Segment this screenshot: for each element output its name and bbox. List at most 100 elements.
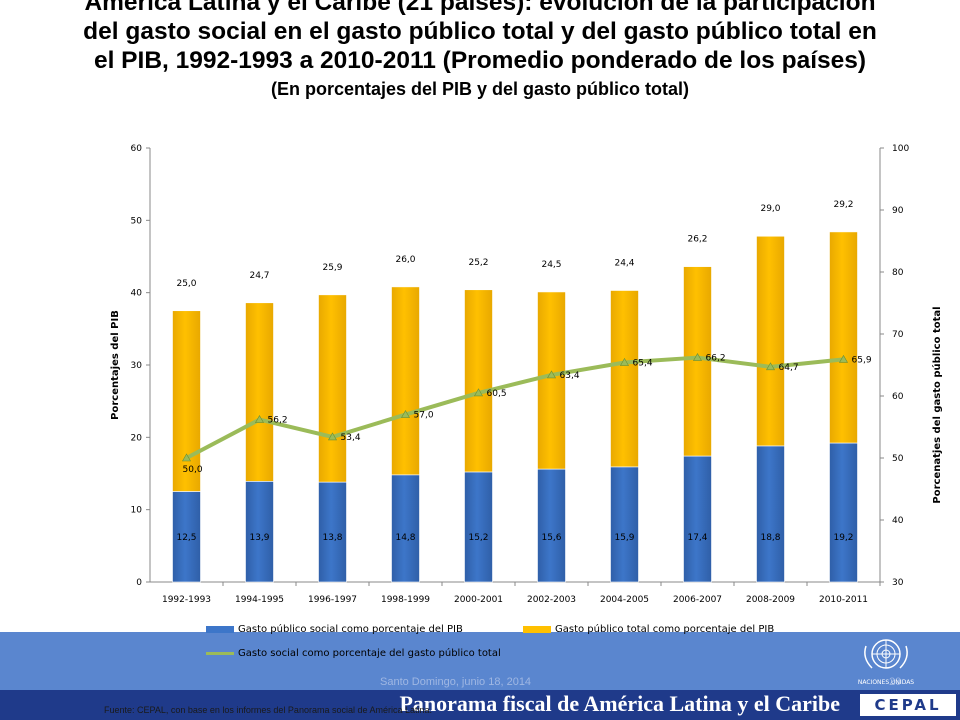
footer-banner-title: Panorama fiscal de América Latina y el C… (399, 691, 840, 716)
footer-page-number: 20 (889, 676, 902, 688)
bar-total (172, 310, 201, 492)
chart-title: América Latina y el Caribe (21 países): … (83, 0, 877, 74)
legend-swatch-total (523, 625, 551, 633)
legend-swatch-line (206, 651, 234, 655)
bar-social (683, 455, 712, 583)
bar-social (318, 481, 347, 583)
y-tick-label-left: 30 (131, 361, 143, 371)
data-label-social: 18,8 (760, 533, 780, 543)
y-axis-title-left: Porcentajes del PIB (110, 310, 121, 420)
bar-social (464, 471, 493, 583)
bar-total (318, 294, 347, 483)
y-tick-label-right: 90 (892, 206, 904, 216)
bar-total (464, 289, 493, 473)
legend-item-line: Gasto social como porcentaje del gasto p… (206, 648, 501, 659)
line-point (692, 352, 703, 361)
x-tick-label: 2006-2007 (673, 595, 722, 605)
data-label-social: 19,2 (833, 533, 853, 543)
data-label-line: 53,4 (341, 433, 361, 443)
y-tick-label-left: 10 (131, 506, 143, 516)
bar-social (756, 445, 785, 583)
line-point (619, 357, 630, 366)
data-label-social: 17,4 (687, 533, 707, 543)
line-point (181, 453, 192, 462)
bar-social (537, 468, 566, 583)
y-tick-label-right: 80 (892, 268, 904, 278)
legend-label-line: Gasto social como porcentaje del gasto p… (238, 648, 501, 659)
data-label-total: 25,9 (322, 263, 342, 273)
x-tick-label: 2010-2011 (819, 595, 868, 605)
bar-total (829, 231, 858, 444)
data-label-social: 15,2 (468, 533, 488, 543)
line-point (838, 354, 849, 363)
data-label-total: 26,0 (395, 255, 415, 265)
line-point (546, 370, 557, 379)
data-label-total: 24,4 (614, 258, 634, 268)
data-label-total: 26,2 (687, 235, 707, 245)
y-tick-label-right: 50 (892, 454, 904, 464)
bar-total (245, 302, 274, 482)
x-tick-label: 1998-1999 (381, 595, 430, 605)
data-label-social: 13,9 (249, 533, 269, 543)
line-point (765, 362, 776, 371)
y-tick-label-left: 40 (131, 289, 143, 299)
x-tick-label: 1994-1995 (235, 595, 284, 605)
footer-bar (0, 632, 960, 690)
un-logo-icon: NACIONES UNIDAS (858, 639, 914, 686)
bar-total (610, 290, 639, 468)
y-tick-label-left: 0 (136, 578, 142, 588)
cepal-logo: CEPAL (860, 694, 956, 716)
y-tick-label-right: 30 (892, 578, 904, 588)
x-tick-label: 1992-1993 (162, 595, 211, 605)
data-label-line: 50,0 (183, 465, 203, 475)
data-label-line: 56,2 (268, 416, 288, 426)
data-label-total: 29,2 (833, 200, 853, 210)
title-block: América Latina y el Caribe (21 países): … (0, 0, 960, 101)
line-point (327, 432, 338, 441)
y-tick-label-left: 60 (131, 144, 143, 154)
legend-swatch-social (206, 625, 234, 633)
x-tick-label: 1996-1997 (308, 595, 357, 605)
line-point (254, 414, 265, 423)
bar-social (172, 491, 201, 583)
data-label-total: 25,2 (468, 258, 488, 268)
bar-social (829, 442, 858, 583)
data-label-social: 14,8 (395, 533, 415, 543)
data-label-social: 13,8 (322, 533, 342, 543)
y-tick-label-left: 50 (131, 216, 143, 226)
data-label-line: 63,4 (560, 371, 580, 381)
footer-banner-bg (0, 690, 960, 720)
bar-total (756, 235, 785, 447)
x-tick-label: 2008-2009 (746, 595, 795, 605)
data-label-line: 65,9 (852, 355, 872, 365)
data-label-total: 24,5 (541, 260, 561, 270)
bar-total (391, 286, 420, 476)
line-social-share (185, 355, 844, 460)
data-label-line: 57,0 (414, 411, 434, 421)
bar-total (683, 266, 712, 457)
legend-item-social: Gasto público social como porcentaje del… (206, 624, 463, 635)
y-tick-label-right: 100 (892, 144, 909, 154)
line-point (473, 388, 484, 397)
chart-subtitle: (En porcentajes del PIB y del gasto públ… (270, 79, 690, 99)
bar-social (610, 466, 639, 583)
data-label-total: 25,0 (176, 279, 196, 289)
data-label-total: 29,0 (760, 204, 780, 214)
y-tick-label-right: 40 (892, 516, 904, 526)
y-tick-label-left: 20 (131, 433, 143, 443)
y-tick-label-right: 60 (892, 392, 904, 402)
line-point (400, 409, 411, 418)
legend-label-total: Gasto público total como porcentaje del … (555, 624, 775, 635)
y-axis-title-right: Porcenatjes del gasto público total (931, 306, 943, 503)
data-label-social: 15,9 (614, 533, 634, 543)
legend-item-total: Gasto público total como porcentaje del … (523, 624, 774, 635)
footer-date: Santo Domingo, junio 18, 2014 (380, 676, 532, 688)
bar-social (391, 474, 420, 583)
bar-social (245, 481, 274, 583)
x-tick-label: 2002-2003 (527, 595, 576, 605)
data-label-line: 60,5 (487, 389, 507, 399)
data-label-social: 15,6 (541, 533, 561, 543)
data-label-line: 65,4 (633, 359, 653, 369)
data-label-line: 64,7 (779, 363, 799, 373)
